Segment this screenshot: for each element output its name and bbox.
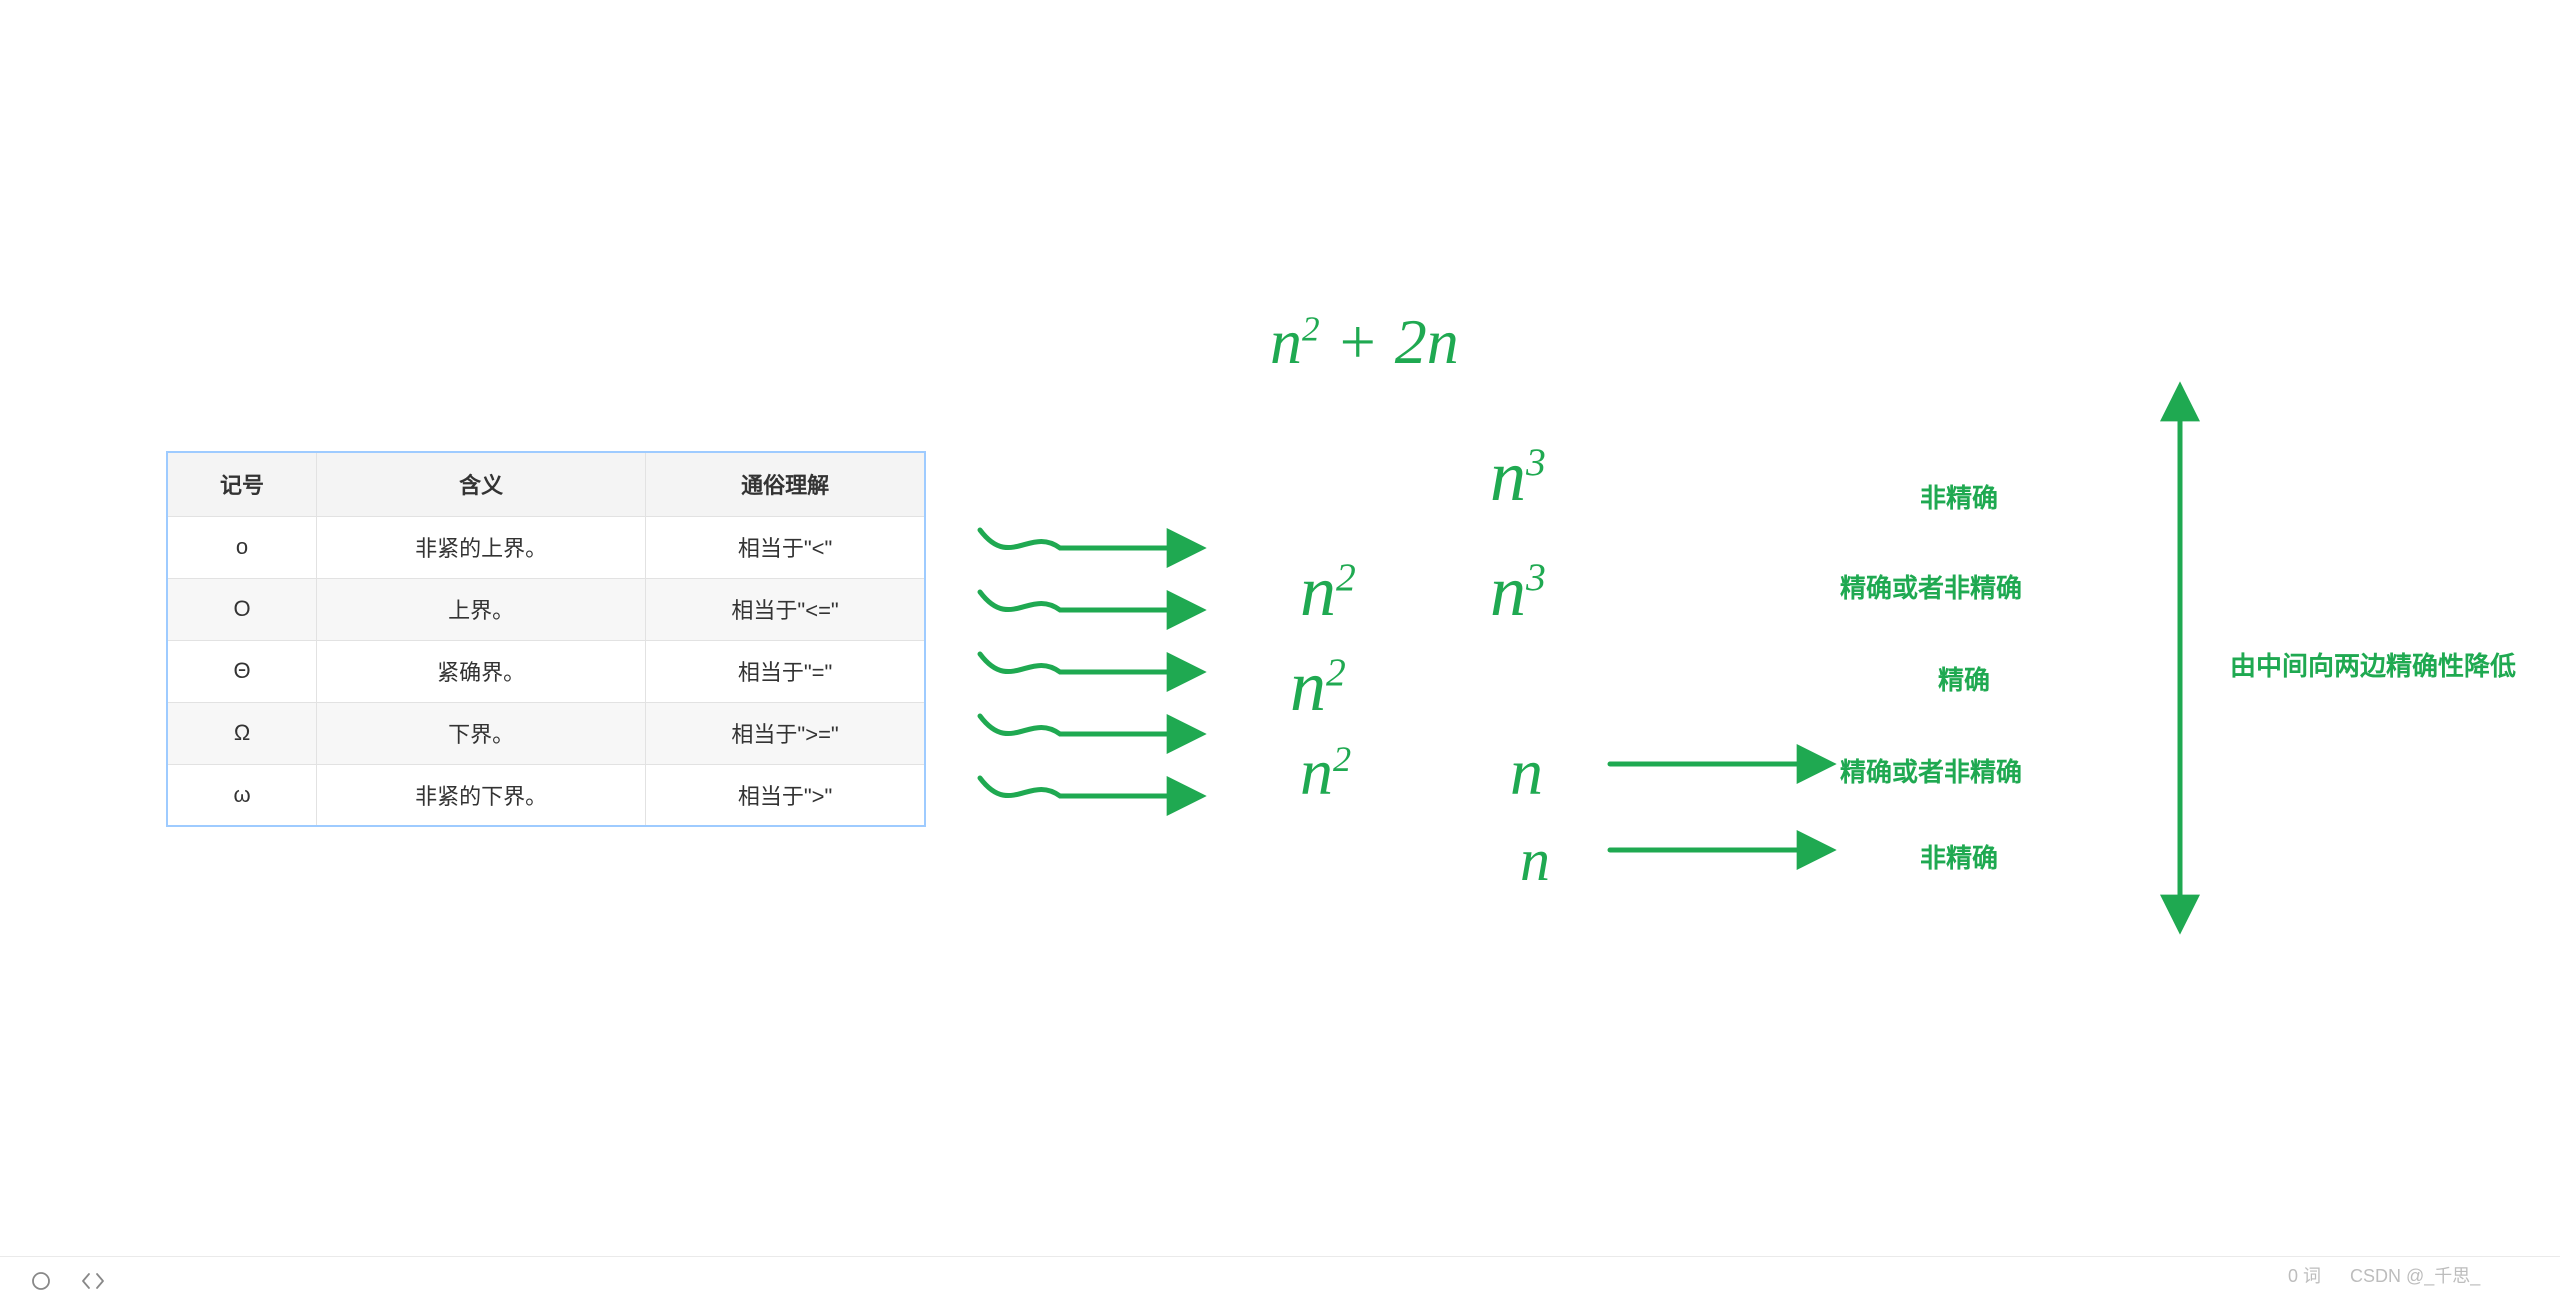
table-cell: 相当于"<=" [646,578,925,640]
handwritten-n3_a: n3 [1490,440,1546,512]
handwritten-n3_b: n3 [1490,555,1546,627]
circle-icon[interactable] [28,1268,54,1294]
table-row: Θ紧确界。相当于"=" [167,640,925,702]
table-cell: 相当于">=" [646,702,925,764]
handwritten-n2_a: n2 [1300,555,1356,627]
handwritten-n2_c: n2 [1300,740,1351,806]
handwritten-n_b: n [1520,830,1550,890]
precision-label: 精确或者非精确 [1840,568,2022,605]
precision-label: 精确或者非精确 [1840,752,2022,789]
table-row: O上界。相当于"<=" [167,578,925,640]
right-caption: 由中间向两边精确性降低 [2230,646,2516,683]
table-cell: 相当于"=" [646,640,925,702]
table-cell: O [167,578,317,640]
table-cell: 上界。 [317,578,646,640]
handwritten-n2_b: n2 [1290,650,1346,722]
handwritten-expr_top: n2 + 2n [1270,310,1459,374]
notation-table: 记号含义通俗理解o非紧的上界。相当于"<"O上界。相当于"<="Θ紧确界。相当于… [166,451,926,827]
table-header: 含义 [317,452,646,516]
table-cell: ω [167,764,317,826]
table-row: ω非紧的下界。相当于">" [167,764,925,826]
table-cell: o [167,516,317,578]
table-cell: 下界。 [317,702,646,764]
table-cell: Ω [167,702,317,764]
bottom-toolbar [0,1256,2560,1304]
table-header: 记号 [167,452,317,516]
table-cell: 相当于">" [646,764,925,826]
table-cell: 相当于"<" [646,516,925,578]
handwritten-n_a: n [1510,740,1543,806]
table-row: Ω下界。相当于">=" [167,702,925,764]
precision-label: 精确 [1938,660,1990,697]
table-cell: 非紧的上界。 [317,516,646,578]
precision-label: 非精确 [1920,478,1998,515]
code-icon[interactable] [80,1268,106,1294]
table-row: o非紧的上界。相当于"<" [167,516,925,578]
precision-label: 非精确 [1920,838,1998,875]
table-cell: 紧确界。 [317,640,646,702]
table-header: 通俗理解 [646,452,925,516]
table-cell: Θ [167,640,317,702]
canvas: 记号含义通俗理解o非紧的上界。相当于"<"O上界。相当于"<="Θ紧确界。相当于… [0,0,2560,1304]
table-cell: 非紧的下界。 [317,764,646,826]
